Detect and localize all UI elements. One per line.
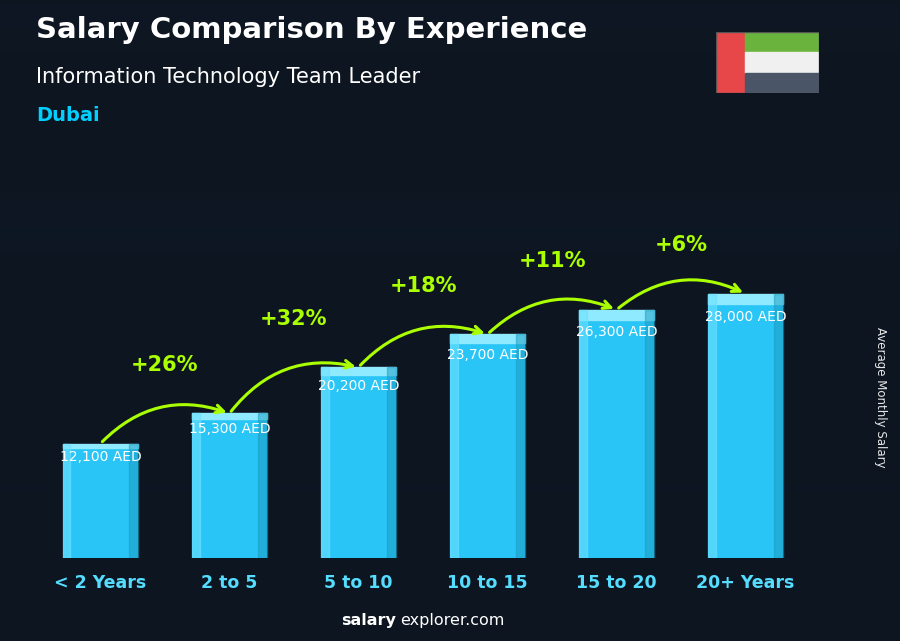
Bar	[774, 294, 783, 558]
Bar	[450, 334, 525, 558]
Bar	[579, 310, 654, 558]
Bar	[516, 334, 525, 558]
Bar	[0, 252, 900, 271]
FancyArrowPatch shape	[103, 404, 223, 442]
Text: 26,300 AED: 26,300 AED	[576, 324, 657, 338]
Bar	[129, 444, 138, 558]
Bar	[0, 11, 900, 61]
Text: Average Monthly Salary: Average Monthly Salary	[874, 327, 886, 468]
Bar	[0, 302, 900, 331]
Text: Information Technology Team Leader: Information Technology Team Leader	[36, 67, 420, 87]
Text: 12,100 AED: 12,100 AED	[59, 451, 141, 465]
Text: 15,300 AED: 15,300 AED	[189, 422, 270, 436]
FancyArrowPatch shape	[360, 326, 482, 365]
Bar	[0, 321, 900, 351]
Bar	[708, 294, 783, 558]
Bar	[258, 413, 267, 558]
Bar	[0, 21, 900, 63]
Text: 28,000 AED: 28,000 AED	[705, 310, 787, 324]
Bar	[0, 255, 900, 288]
Bar	[192, 413, 267, 419]
Text: Dubai: Dubai	[36, 106, 100, 125]
Bar	[579, 310, 587, 558]
Bar	[0, 566, 900, 590]
Bar	[645, 310, 654, 558]
Text: explorer.com: explorer.com	[400, 613, 505, 628]
Bar	[0, 468, 900, 481]
Text: Salary Comparison By Experience: Salary Comparison By Experience	[36, 16, 587, 44]
Text: +26%: +26%	[131, 355, 199, 375]
Bar	[745, 72, 819, 93]
Text: 23,700 AED: 23,700 AED	[446, 347, 528, 362]
Bar	[450, 334, 457, 558]
Text: salary: salary	[341, 613, 396, 628]
Bar	[387, 367, 396, 558]
Bar	[0, 293, 900, 306]
FancyArrowPatch shape	[231, 360, 353, 412]
Text: +32%: +32%	[260, 309, 328, 329]
FancyArrowPatch shape	[618, 279, 740, 308]
Bar	[63, 444, 70, 558]
Bar	[0, 2, 900, 47]
Bar	[0, 467, 900, 516]
Bar	[0, 570, 900, 598]
Bar	[0, 23, 900, 69]
Bar	[321, 367, 396, 375]
Bar	[0, 53, 900, 83]
Text: +18%: +18%	[389, 276, 456, 296]
Bar	[0, 6, 900, 53]
Bar	[745, 32, 819, 53]
Bar	[0, 597, 900, 621]
Bar	[716, 32, 745, 93]
Bar	[0, 612, 900, 638]
FancyArrowPatch shape	[490, 299, 611, 333]
Bar	[321, 367, 328, 558]
Bar	[321, 367, 396, 558]
Bar	[192, 413, 200, 558]
Text: 20,200 AED: 20,200 AED	[318, 379, 400, 393]
Bar	[192, 413, 267, 558]
Bar	[0, 22, 900, 37]
Bar	[63, 444, 138, 448]
Bar	[579, 310, 654, 320]
Bar	[745, 53, 819, 72]
Text: +6%: +6%	[654, 235, 707, 255]
Bar	[0, 221, 900, 267]
Bar	[0, 354, 900, 399]
Bar	[708, 294, 783, 304]
Bar	[63, 444, 138, 558]
Bar	[708, 294, 716, 558]
Text: +11%: +11%	[518, 251, 586, 271]
Bar	[450, 334, 525, 343]
